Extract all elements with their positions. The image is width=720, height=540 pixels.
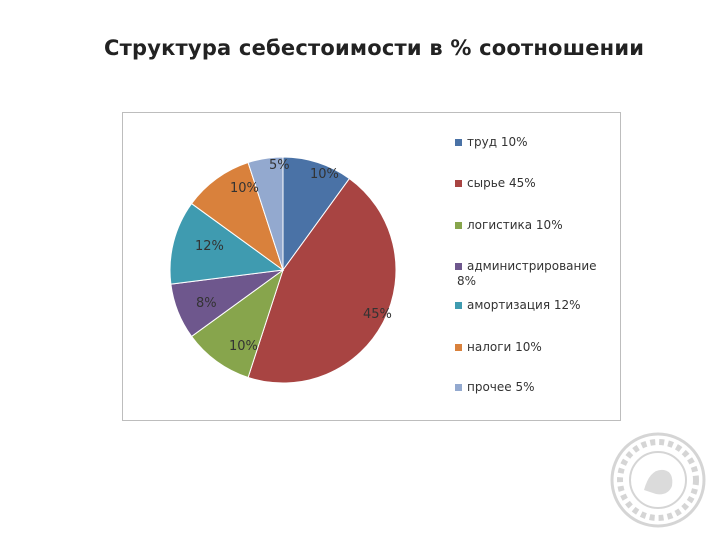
slide-title: Структура себестоимости в % соотношении bbox=[104, 36, 645, 60]
legend-label-1: труд 10% bbox=[467, 135, 528, 149]
data-label-2: 45% bbox=[363, 307, 392, 322]
legend-label-2: сырье 45% bbox=[467, 176, 536, 190]
legend-label-4: администрирование bbox=[467, 259, 597, 273]
pie-slice-2 bbox=[247, 177, 397, 384]
legend-swatch-7 bbox=[455, 384, 462, 391]
legend-swatch-1 bbox=[455, 139, 462, 146]
pie-data-labels: 10% 45% 10% 8% 12% 10% 5% bbox=[195, 158, 392, 354]
emblem-watermark-icon bbox=[610, 432, 706, 528]
pie-slice-6 bbox=[190, 161, 284, 272]
chart-area: 10% 45% 10% 8% 12% 10% 5% труд 10% сырье 45% лог… bbox=[122, 112, 621, 421]
legend-label-4: 8% bbox=[457, 274, 476, 288]
legend-entry-7: прочее 5% bbox=[455, 380, 535, 394]
legend-entry-1: труд 10% bbox=[455, 135, 528, 149]
legend-swatch-3 bbox=[455, 222, 462, 229]
data-label-5: 12% bbox=[195, 239, 224, 254]
legend-swatch-2 bbox=[455, 180, 462, 187]
pie-slice-5 bbox=[169, 202, 285, 285]
legend-swatch-6 bbox=[455, 344, 462, 351]
data-label-4: 8% bbox=[196, 296, 217, 311]
pie-slice-7 bbox=[247, 156, 284, 271]
data-label-3: 10% bbox=[229, 339, 258, 354]
data-label-7: 5% bbox=[269, 158, 290, 173]
legend-label-6: налоги 10% bbox=[467, 340, 542, 354]
data-label-6: 10% bbox=[230, 181, 259, 196]
legend-entry-5: амортизация 12% bbox=[455, 298, 581, 312]
legend-swatch-5 bbox=[455, 302, 462, 309]
legend-entry-3: логистика 10% bbox=[455, 218, 563, 232]
legend-swatch-4 bbox=[455, 263, 462, 270]
pie-slices bbox=[169, 156, 397, 384]
pie-slice-3 bbox=[190, 268, 284, 379]
legend-label-3: логистика 10% bbox=[467, 218, 563, 232]
legend-entry-6: налоги 10% bbox=[455, 340, 542, 354]
pie-slice-1 bbox=[282, 156, 351, 272]
legend-label-7: прочее 5% bbox=[467, 380, 535, 394]
legend-label-5: амортизация 12% bbox=[467, 298, 581, 312]
legend-entry-2: сырье 45% bbox=[455, 176, 536, 190]
chart-legend: труд 10% сырье 45% логистика 10% администри… bbox=[455, 135, 597, 394]
data-label-1: 10% bbox=[310, 167, 339, 182]
pie-chart: 10% 45% 10% 8% 12% 10% 5% труд 10% сырье 45% лог… bbox=[169, 135, 597, 394]
